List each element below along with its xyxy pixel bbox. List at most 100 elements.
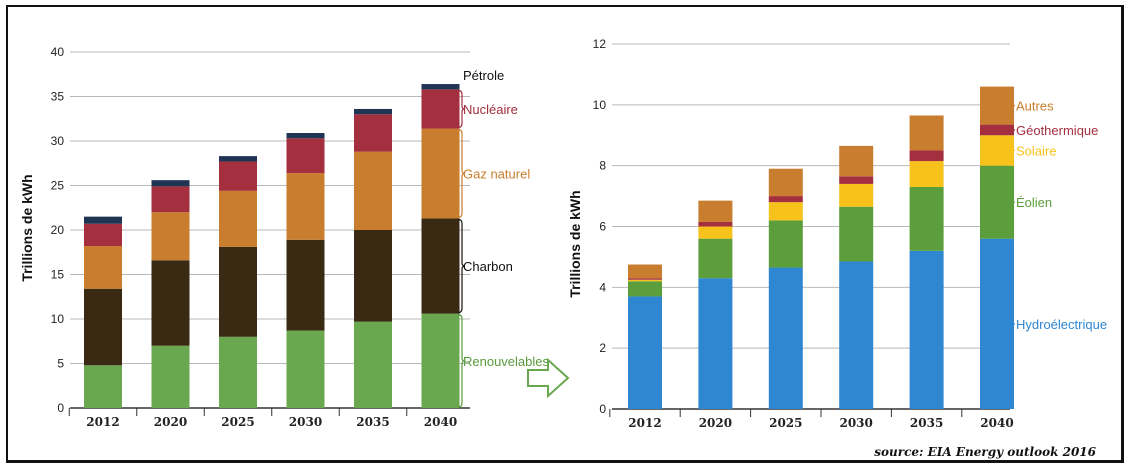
brace-charbon bbox=[457, 218, 466, 314]
x-tick-label: 2012 bbox=[86, 415, 119, 429]
bar-hydroelectrique-2040 bbox=[980, 238, 1014, 409]
brace-autres bbox=[1007, 86, 1016, 125]
x-tick-label: 2030 bbox=[289, 415, 322, 429]
brace-hydroelectrique bbox=[1007, 239, 1016, 409]
brace-renouvelables bbox=[457, 314, 466, 408]
y-tick-label: 6 bbox=[599, 220, 606, 234]
arrow-icon bbox=[527, 357, 570, 399]
brace-nucleaire bbox=[457, 89, 466, 129]
left-y-axis-label: Trillions de kWh bbox=[19, 174, 35, 281]
y-tick-label: 35 bbox=[51, 90, 65, 104]
bar-eolien-2040 bbox=[980, 165, 1014, 239]
bar-hydroelectrique-2012 bbox=[628, 296, 662, 409]
bar-charbon-2040 bbox=[421, 218, 460, 314]
bar-gaz-naturel-2020 bbox=[151, 212, 190, 261]
bar-nucleaire-2025 bbox=[219, 161, 257, 191]
bar-charbon-2025 bbox=[219, 246, 257, 337]
bar-hydroelectrique-2025 bbox=[768, 267, 803, 409]
y-tick-label: 2 bbox=[599, 341, 606, 355]
bar-renouvelables-2035 bbox=[354, 321, 392, 408]
x-tick-label: 2012 bbox=[628, 416, 661, 430]
bar-eolien-2012 bbox=[628, 281, 662, 297]
bar-hydroelectrique-2020 bbox=[698, 278, 733, 409]
bar-hydroelectrique-2035 bbox=[909, 250, 944, 409]
y-tick-label: 20 bbox=[51, 223, 65, 237]
bar-autres-2025 bbox=[768, 168, 803, 197]
bar-eolien-2035 bbox=[909, 186, 944, 251]
right-chart-renewables: Trillions de kWh 0 2 4 6 8 10 12 2012 2020 2025 20… bbox=[567, 37, 1107, 430]
bar-geothermique-2025 bbox=[768, 196, 803, 203]
bar-nucleaire-2020 bbox=[151, 186, 190, 213]
y-tick-label: 12 bbox=[593, 37, 607, 51]
annotation-charbon: Charbon bbox=[463, 259, 513, 274]
y-tick-label: 10 bbox=[593, 98, 607, 112]
y-tick-label: 4 bbox=[599, 280, 606, 294]
annotation-solaire: Solaire bbox=[1016, 143, 1056, 158]
bar-petrole-2035 bbox=[354, 108, 392, 115]
bar-petrole-2020 bbox=[151, 180, 190, 187]
bar-autres-2012 bbox=[628, 264, 662, 279]
x-tick-label: 2020 bbox=[154, 415, 187, 429]
annotation-eolien: Éolien bbox=[1016, 195, 1052, 210]
bar-petrole-2040 bbox=[421, 84, 460, 90]
bar-nucleaire-2030 bbox=[286, 138, 325, 174]
x-tick-label: 2025 bbox=[221, 415, 254, 429]
right-y-axis-label: Trillions de kWh bbox=[567, 190, 583, 297]
annotation-gaz-naturel: Gaz naturel bbox=[463, 166, 530, 181]
bar-solaire-2040 bbox=[980, 135, 1014, 166]
x-tick-label: 2030 bbox=[839, 416, 872, 430]
bar-renouvelables-2040 bbox=[421, 313, 460, 408]
bar-renouvelables-2020 bbox=[151, 345, 190, 408]
bar-eolien-2025 bbox=[768, 220, 803, 268]
x-tick-label: 2025 bbox=[769, 416, 802, 430]
bar-gaz-naturel-2025 bbox=[219, 190, 257, 247]
annotation-geothermique: Géothermique bbox=[1016, 123, 1098, 138]
bar-charbon-2035 bbox=[354, 230, 392, 322]
bar-autres-2020 bbox=[698, 200, 733, 222]
x-tick-label: 2035 bbox=[356, 415, 389, 429]
x-tick-label: 2040 bbox=[980, 416, 1013, 430]
bar-geothermique-2020 bbox=[698, 221, 733, 227]
brace-eolien bbox=[1007, 166, 1016, 239]
bar-solaire-2012 bbox=[628, 279, 662, 282]
bar-renouvelables-2012 bbox=[84, 365, 122, 408]
y-tick-label: 25 bbox=[51, 179, 65, 193]
x-tick-label: 2035 bbox=[910, 416, 943, 430]
y-tick-label: 5 bbox=[57, 357, 64, 371]
y-tick-label: 0 bbox=[599, 402, 606, 416]
bar-gaz-naturel-2040 bbox=[421, 128, 460, 219]
x-tick-label: 2020 bbox=[699, 416, 732, 430]
annotation-hydroelectrique: Hydroélectrique bbox=[1016, 317, 1107, 332]
annotation-autres: Autres bbox=[1016, 99, 1054, 114]
y-tick-label: 10 bbox=[51, 312, 65, 326]
bar-gaz-naturel-2030 bbox=[286, 173, 325, 240]
y-tick-label: 15 bbox=[51, 268, 65, 282]
bar-petrole-2030 bbox=[286, 132, 325, 139]
y-tick-label: 30 bbox=[51, 134, 65, 148]
bar-nucleaire-2012 bbox=[84, 223, 122, 247]
bar-geothermique-2030 bbox=[839, 176, 874, 184]
source-note: source: EIA Energy outlook 2016 bbox=[874, 445, 1096, 459]
brace-gaz-naturel bbox=[457, 128, 466, 219]
bar-solaire-2025 bbox=[768, 202, 803, 221]
bar-geothermique-2035 bbox=[909, 150, 944, 162]
bar-petrole-2025 bbox=[219, 156, 257, 162]
bar-autres-2030 bbox=[839, 145, 874, 177]
bar-geothermique-2012 bbox=[628, 278, 662, 280]
bar-renouvelables-2025 bbox=[219, 336, 257, 408]
bar-renouvelables-2030 bbox=[286, 330, 325, 408]
brace-geothermique bbox=[1007, 125, 1016, 135]
bar-petrole-2012 bbox=[84, 216, 122, 224]
bar-gaz-naturel-2035 bbox=[354, 151, 392, 230]
annotation-petrole: Pétrole bbox=[463, 68, 504, 83]
annotation-nucleaire: Nucléaire bbox=[463, 102, 518, 117]
bar-hydroelectrique-2030 bbox=[839, 261, 874, 409]
bar-eolien-2030 bbox=[839, 206, 874, 262]
brace-solaire bbox=[1007, 135, 1016, 166]
bar-autres-2040 bbox=[980, 86, 1014, 125]
bar-geothermique-2040 bbox=[980, 124, 1014, 136]
bar-charbon-2030 bbox=[286, 239, 325, 331]
bar-nucleaire-2035 bbox=[354, 114, 392, 152]
